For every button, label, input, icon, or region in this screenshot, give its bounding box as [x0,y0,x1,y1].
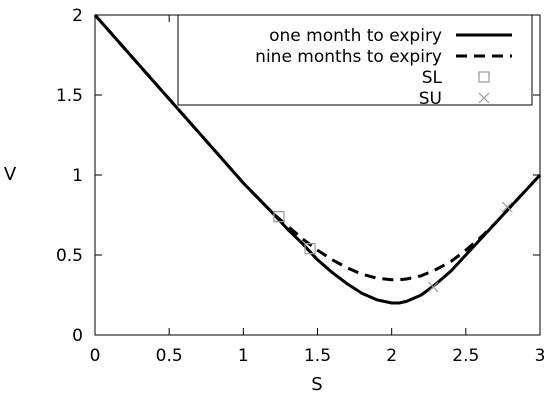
marker-cross-stroke [427,281,439,293]
x-tick-label: 2.5 [452,346,479,366]
marker-cross [427,281,439,293]
y-axis: 0 0.5 1 1.5 2 [56,6,540,346]
y-tick-label: 0 [72,326,83,346]
x-tick-label: 1.5 [304,346,331,366]
series-line [93,14,542,282]
legend-box [177,14,533,106]
marker-points [273,201,513,293]
marker-cross-stroke [501,201,513,213]
x-tick-label: 0 [90,346,101,366]
legend-label: one month to expiry [269,26,442,46]
marker-square [304,243,316,255]
marker-square [478,71,490,83]
x-tick-label: 1 [238,346,249,366]
legend-label: nine months to expiry [255,47,442,67]
legend-label: SL [422,68,443,88]
series-lines [93,14,542,305]
marker-cross [478,92,490,104]
y-axis-label: V [4,164,17,185]
marker-cross-stroke [478,92,490,104]
x-axis-label: S [311,374,322,395]
x-tick-label: 0.5 [156,346,183,366]
x-axis: 0 0.5 1 1.5 2 2.5 3 [90,15,546,366]
marker-square [273,211,285,223]
y-tick-label: 1.5 [56,86,83,106]
x-tick-label: 3 [535,346,546,366]
legend-label: SU [419,89,442,109]
y-tick-label: 0.5 [56,246,83,266]
x-tick-label: 2 [386,346,397,366]
y-tick-label: 1 [72,166,83,186]
marker-cross [501,201,513,213]
y-tick-label: 2 [72,6,83,26]
